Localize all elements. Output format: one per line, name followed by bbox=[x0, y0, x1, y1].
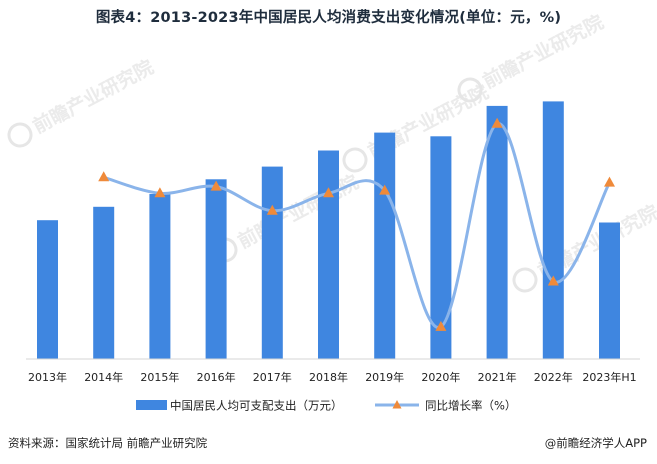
x-tick-label: 2015年 bbox=[140, 370, 179, 384]
bar bbox=[37, 220, 58, 359]
bar bbox=[486, 105, 508, 360]
bar-series bbox=[37, 101, 620, 360]
bar bbox=[374, 132, 396, 359]
bar bbox=[542, 101, 564, 360]
watermark: 前瞻产业研究院 bbox=[212, 170, 362, 263]
growth-marker bbox=[379, 184, 391, 195]
svg-text:前瞻产业研究院: 前瞻产业研究院 bbox=[479, 10, 607, 93]
growth-rate-line bbox=[102, 122, 611, 329]
legend: 中国居民人均可支配支出（万元） 同比增长率（%） bbox=[136, 399, 516, 413]
growth-marker bbox=[154, 187, 166, 198]
legend-bar-swatch bbox=[136, 400, 167, 410]
x-tick-labels: 2013年 2014年 2015年 2016年 2017年 2018年 2019年 2020年… bbox=[28, 370, 637, 384]
growth-rate-markers bbox=[98, 117, 615, 331]
bar bbox=[93, 206, 115, 359]
bar bbox=[261, 166, 283, 359]
bar bbox=[149, 194, 171, 359]
source-note: 资料来源：国家统计局 前瞻产业研究院 bbox=[8, 436, 208, 450]
svg-text:前瞻产业研究院: 前瞻产业研究院 bbox=[29, 55, 157, 138]
x-tick-label: 2022年 bbox=[534, 370, 573, 384]
growth-marker bbox=[604, 176, 615, 187]
chart-title: 图表4：2013-2023年中国居民人均消费支出变化情况(单位：元，%) bbox=[95, 10, 562, 26]
growth-marker bbox=[491, 117, 503, 128]
growth-marker bbox=[266, 204, 278, 215]
credit-note: @前瞻经济学人APP bbox=[544, 436, 647, 450]
legend-line-marker bbox=[392, 400, 402, 409]
x-tick-label: 2013年 bbox=[28, 370, 67, 384]
growth-marker bbox=[210, 180, 222, 191]
watermark: 前瞻产业研究院 bbox=[342, 80, 492, 173]
x-tick-label: 2014年 bbox=[84, 370, 123, 384]
bar bbox=[318, 150, 339, 359]
x-tick-label: 2016年 bbox=[197, 370, 236, 384]
x-tick-label: 2023年H1 bbox=[582, 370, 636, 384]
bar bbox=[599, 222, 620, 359]
bar bbox=[205, 179, 227, 359]
growth-marker bbox=[547, 275, 559, 286]
x-tick-label: 2021年 bbox=[478, 370, 517, 384]
x-tick-label: 2018年 bbox=[309, 370, 348, 384]
bar bbox=[430, 136, 452, 359]
growth-marker bbox=[435, 320, 447, 331]
svg-text:前瞻产业研究院: 前瞻产业研究院 bbox=[234, 170, 362, 253]
watermark: 前瞻产业研究院 bbox=[7, 55, 157, 148]
x-tick-label: 2019年 bbox=[365, 370, 404, 384]
x-tick-label: 2017年 bbox=[253, 370, 292, 384]
growth-marker bbox=[323, 187, 334, 198]
legend-bar-label: 中国居民人均可支配支出（万元） bbox=[170, 399, 343, 413]
legend-line-label: 同比增长率（%） bbox=[425, 399, 516, 413]
x-tick-label: 2020年 bbox=[421, 370, 460, 384]
growth-marker bbox=[98, 171, 110, 182]
